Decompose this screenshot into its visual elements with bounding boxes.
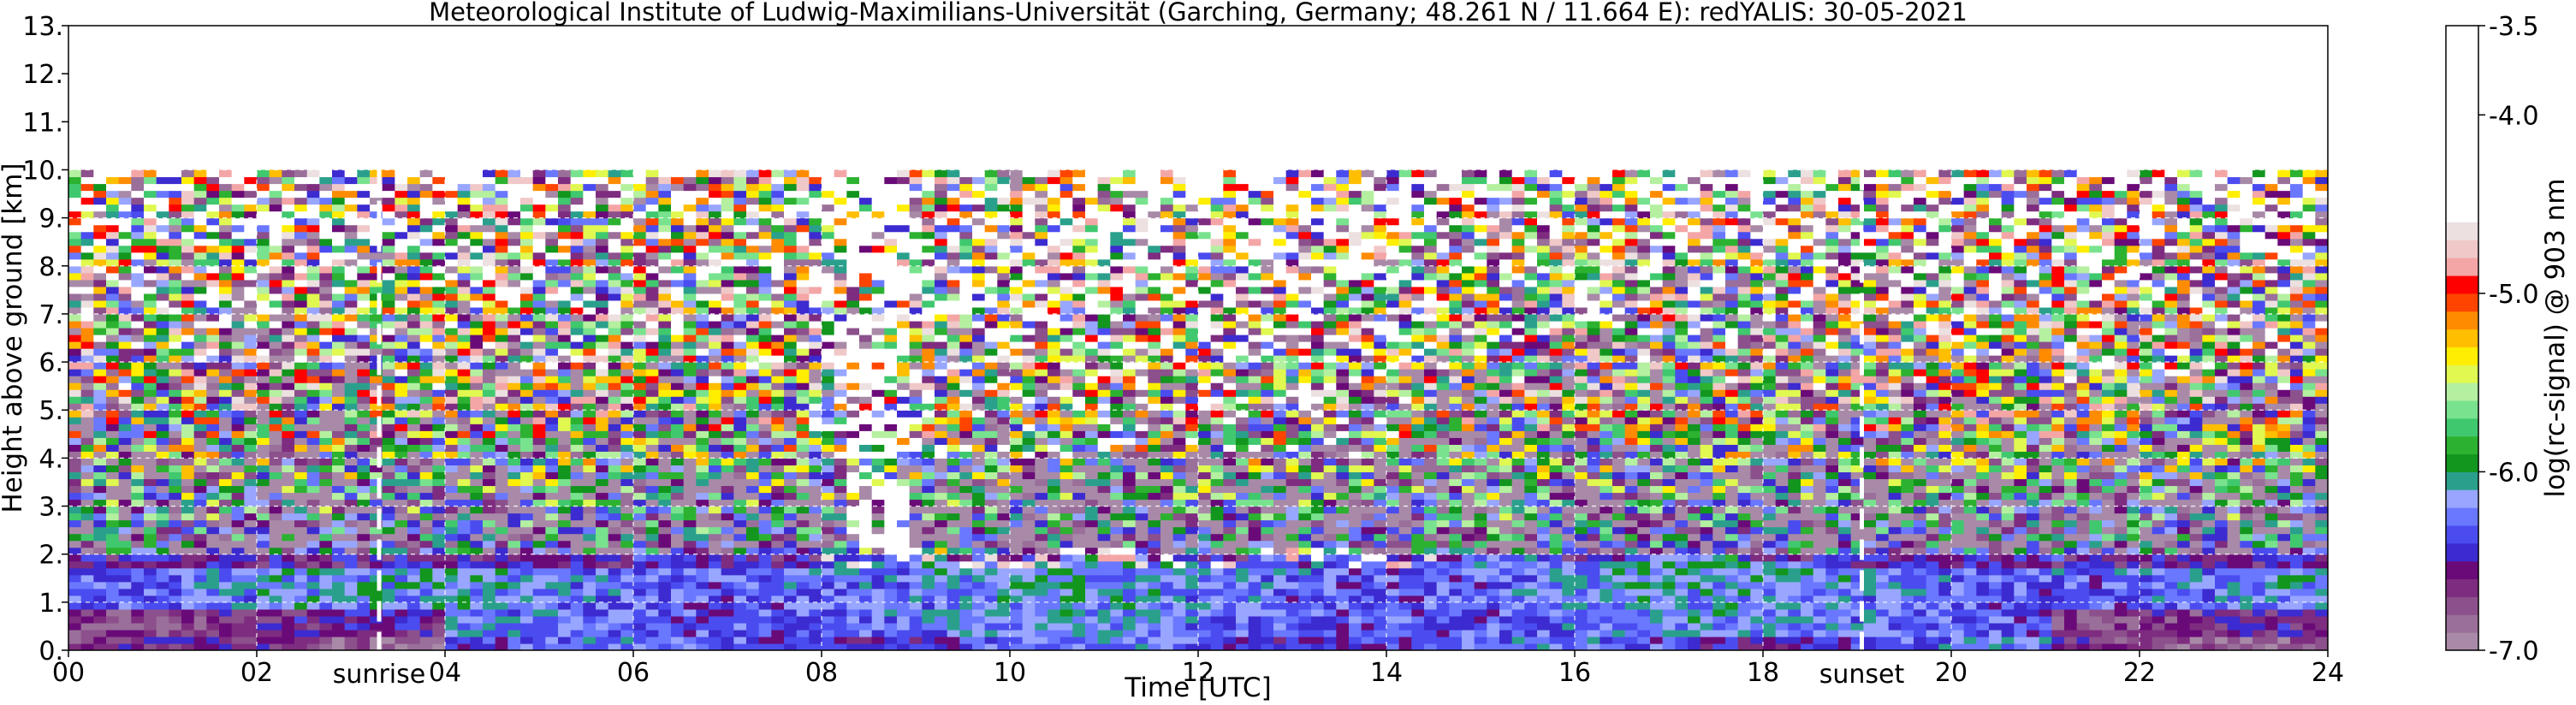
colorbar-band-2 bbox=[2446, 596, 2478, 615]
y-tick-label-10: 10. bbox=[22, 156, 63, 186]
y-tick-label-6: 6. bbox=[39, 348, 63, 378]
y-tick-label-1: 1. bbox=[39, 589, 63, 619]
colorbar-band-12 bbox=[2446, 418, 2478, 437]
colorbar-tick-label-4: -7.0 bbox=[2489, 637, 2539, 666]
colorbar-band-9 bbox=[2446, 471, 2478, 490]
colorbar-tick-label-0: -3.5 bbox=[2489, 12, 2539, 42]
colorbar-tick-label-2: -5.0 bbox=[2489, 280, 2539, 310]
colorbar-band-13 bbox=[2446, 400, 2478, 419]
x-tick-label-6: 12 bbox=[1182, 658, 1214, 688]
colorbar-band-0 bbox=[2446, 632, 2478, 651]
colorbar-band-6 bbox=[2446, 525, 2478, 544]
x-tick-label-0: 00 bbox=[52, 658, 85, 688]
x-tick-label-8: 16 bbox=[1558, 658, 1591, 688]
y-tick-label-7: 7. bbox=[39, 300, 63, 330]
colorbar-band-11 bbox=[2446, 435, 2478, 455]
colorbar-band-24 bbox=[2446, 26, 2478, 222]
y-tick-label-8: 8. bbox=[39, 252, 63, 282]
grid-lines bbox=[68, 26, 2328, 650]
event-lines: sunrise sunset bbox=[333, 169, 1905, 690]
x-tick-label-10: 20 bbox=[1935, 658, 1968, 688]
colorbar: -3.5 -4.0 -5.0 -6.0 -7.0 bbox=[2445, 12, 2539, 666]
y-tick-label-13: 13. bbox=[22, 12, 63, 42]
colorbar-band-23 bbox=[2446, 222, 2478, 240]
colorbar-band-4 bbox=[2446, 560, 2478, 580]
x-axis-label: Time [UTC] bbox=[1124, 672, 1271, 703]
x-tick-label-11: 22 bbox=[2123, 658, 2156, 688]
colorbar-band-10 bbox=[2446, 453, 2478, 472]
x-tick-label-12: 24 bbox=[2312, 658, 2344, 688]
y-tick-label-0: 0. bbox=[39, 637, 63, 666]
colorbar-band-8 bbox=[2446, 489, 2478, 508]
colorbar-band-3 bbox=[2446, 578, 2478, 597]
y-tick-label-12: 12. bbox=[22, 60, 63, 90]
y-tick-label-9: 9. bbox=[39, 204, 63, 234]
colorbar-band-1 bbox=[2446, 614, 2478, 633]
colorbar-band-21 bbox=[2446, 258, 2478, 276]
colorbar-band-20 bbox=[2446, 275, 2478, 294]
annotation-label-1: sunset bbox=[1819, 660, 1905, 690]
backscatter-heatmap bbox=[68, 169, 2328, 650]
colorbar-band-15 bbox=[2446, 364, 2478, 383]
colorbar-band-19 bbox=[2446, 293, 2478, 312]
x-tick-label-1: 02 bbox=[240, 658, 273, 688]
y-tick-label-4: 4. bbox=[39, 444, 63, 474]
colorbar-tick-label-1: -4.0 bbox=[2489, 101, 2539, 131]
x-tick-label-7: 14 bbox=[1370, 658, 1403, 688]
x-axis-ticks: 00 02 04 06 08 10 12 14 16 18 20 22 24 bbox=[52, 650, 2344, 688]
annotation-label-0: sunrise bbox=[333, 660, 425, 690]
chart-title: Meteorological Institute of Ludwig-Maxim… bbox=[429, 0, 1968, 27]
x-tick-label-4: 08 bbox=[805, 658, 838, 688]
colorbar-band-5 bbox=[2446, 542, 2478, 562]
colorbar-band-7 bbox=[2446, 507, 2478, 526]
colorbar-band-16 bbox=[2446, 347, 2478, 365]
x-tick-label-2: 04 bbox=[429, 658, 461, 688]
colorbar-band-17 bbox=[2446, 329, 2478, 347]
y-tick-label-5: 5. bbox=[39, 396, 63, 426]
x-tick-label-9: 18 bbox=[1747, 658, 1779, 688]
colorbar-label: log(rc-signal) @ 903 nm bbox=[2540, 178, 2571, 497]
y-axis-ticks: 0. 1. 2. 3. 4. 5. 6. 7. 8. 9. 10. 11. 12. 13. bbox=[22, 12, 68, 666]
x-tick-label-5: 10 bbox=[994, 658, 1026, 688]
colorbar-band-14 bbox=[2446, 382, 2478, 401]
y-tick-label-2: 2. bbox=[39, 541, 63, 571]
colorbar-band-18 bbox=[2446, 311, 2478, 330]
x-tick-label-3: 06 bbox=[617, 658, 650, 688]
y-tick-label-11: 11. bbox=[22, 108, 63, 138]
colorbar-tick-label-3: -6.0 bbox=[2489, 458, 2539, 488]
y-axis-label: Height above ground [km] bbox=[0, 163, 28, 512]
y-tick-label-3: 3. bbox=[39, 493, 63, 523]
colorbar-band-22 bbox=[2446, 240, 2478, 258]
